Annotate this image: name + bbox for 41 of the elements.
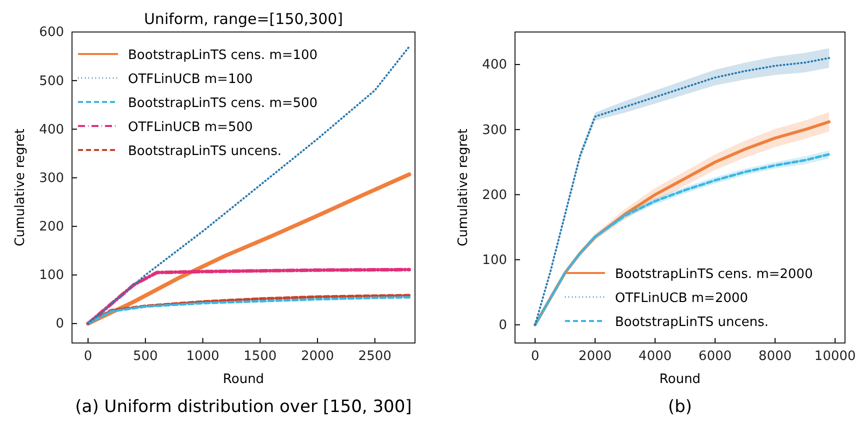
y-tick-label: 200 — [482, 188, 507, 203]
y-tick-label: 200 — [39, 220, 64, 235]
line-series — [86, 268, 412, 326]
y-tick-label: 300 — [39, 170, 64, 186]
x-tick-label: 4000 — [638, 349, 672, 364]
x-tick-label: 500 — [133, 349, 158, 364]
chart-title: Uniform, range=[150,300] — [144, 10, 344, 28]
legend-label: BootstrapLinTS uncens. — [615, 315, 769, 330]
x-tick-label: 2000 — [578, 349, 612, 364]
legend-label: OTFLinUCB m=100 — [128, 72, 253, 87]
y-tick-label: 100 — [482, 252, 507, 268]
legend-label: BootstrapLinTS cens. m=100 — [128, 48, 318, 63]
text: (a) Uniform distribution over [150, 300] — [75, 397, 412, 417]
y-tick-label: 100 — [39, 268, 64, 284]
y-tick-label: 0 — [498, 318, 507, 333]
legend-label: OTFLinUCB m=2000 — [615, 291, 748, 306]
x-tick-label: 6000 — [698, 349, 732, 364]
x-tick-label: 2000 — [300, 349, 334, 364]
x-axis-title: Round — [659, 372, 701, 387]
y-tick-label: 600 — [39, 25, 64, 40]
line-series — [87, 46, 410, 325]
x-tick-label: 8000 — [758, 349, 792, 364]
y-tick-label: 300 — [482, 122, 507, 138]
x-tick-label: 10000 — [814, 349, 856, 364]
legend-label: OTFLinUCB m=500 — [128, 120, 253, 135]
y-tick-label: 500 — [39, 74, 64, 89]
y-axis-title: Cumulative regret — [456, 128, 471, 246]
y-tick-label: 0 — [56, 316, 64, 332]
x-tick-label: 0 — [530, 349, 540, 364]
legend-label: BootstrapLinTS cens. m=2000 — [615, 267, 813, 282]
x-tick-label: 2500 — [358, 349, 392, 364]
x-tick-label: 0 — [84, 349, 92, 364]
x-tick-label: 1000 — [186, 349, 220, 364]
legend-label: BootstrapLinTS uncens. — [128, 144, 282, 159]
y-axis-title: Cumulative regret — [13, 128, 28, 246]
text: (b) — [668, 397, 692, 417]
y-tick-label: 400 — [482, 58, 507, 73]
y-tick-label: 400 — [39, 122, 64, 138]
x-axis-title: Round — [222, 372, 264, 387]
legend-label: BootstrapLinTS cens. m=500 — [128, 96, 318, 111]
x-tick-label: 1500 — [244, 349, 277, 364]
